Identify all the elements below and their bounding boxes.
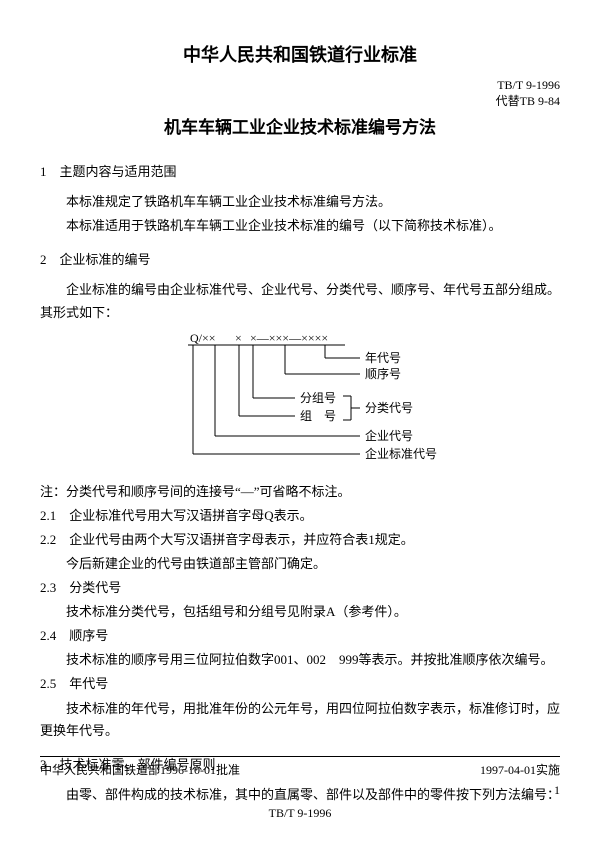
replaces-code: 代替TB 9-84	[40, 93, 560, 110]
label-enterprise: 企业代号	[365, 428, 413, 443]
sec1-num: 1	[40, 164, 47, 179]
diagram-pattern-x2: ×—×××—××××	[250, 331, 328, 345]
sec2-5b: 技术标准的年代号，用批准年份的公元年号，用四位阿拉伯数字表示，标准修订时，应更换…	[40, 698, 560, 742]
sec2-note: 注：分类代号和顺序号间的连接号“—”可省略不标注。	[40, 481, 560, 503]
section-2-heading: 2 企业标准的编号	[40, 249, 560, 271]
sec2-2a: 2.2 企业代号由两个大写汉语拼音字母表示，并应符合表1规定。	[40, 529, 560, 551]
diagram-pattern-q: Q/××	[190, 331, 216, 345]
footer-approve: 中华人民共和国铁道部1996-10-01批准	[40, 760, 240, 780]
diagram-pattern-x1: ×	[235, 331, 242, 345]
sec2-4h: 2.4 顺序号	[40, 625, 560, 647]
footer-effective: 1997-04-01实施	[480, 760, 560, 780]
sec2-3b: 技术标准分类代号，包括组号和分组号见附录A（参考件）。	[40, 601, 560, 623]
sec2-1: 2.1 企业标准代号用大写汉语拼音字母Q表示。	[40, 505, 560, 527]
sec2-title: 企业标准的编号	[60, 252, 151, 267]
sec1-p2: 本标准适用于铁路机车车辆工业企业技术标准的编号（以下简称技术标准）。	[40, 215, 560, 237]
sec2-intro: 企业标准的编号由企业标准代号、企业代号、分类代号、顺序号、年代号五部分组成。其形…	[40, 279, 560, 323]
label-std-code: 企业标准代号	[365, 446, 437, 461]
label-seq: 顺序号	[365, 366, 401, 381]
section-1-heading: 1 主题内容与适用范围	[40, 161, 560, 183]
label-subgroup: 分组号	[300, 391, 336, 405]
standard-org: 中华人民共和国铁道行业标准	[40, 40, 560, 71]
document-page: 中华人民共和国铁道行业标准 TB/T 9-1996 代替TB 9-84 机车车辆…	[0, 0, 600, 853]
sec2-4b: 技术标准的顺序号用三位阿拉伯数字001、002 999等表示。并按批准顺序依次编…	[40, 649, 560, 671]
sec1-title: 主题内容与适用范围	[60, 164, 177, 179]
page-footer: 中华人民共和国铁道部1996-10-01批准 1997-04-01实施 1 TB…	[40, 756, 560, 823]
numbering-diagram: Q/×× × ×—×××—×××× 年代号 顺序号 分组号 组 号 分类代号	[145, 330, 455, 477]
label-category: 分类代号	[365, 401, 413, 415]
label-year: 年代号	[365, 351, 401, 365]
document-title: 机车车辆工业企业技术标准编号方法	[40, 114, 560, 143]
standard-codes: TB/T 9-1996 代替TB 9-84	[40, 77, 560, 111]
sec1-p1: 本标准规定了铁路机车车辆工业企业技术标准编号方法。	[40, 191, 560, 213]
label-group: 组 号	[300, 409, 336, 423]
sec2-num: 2	[40, 252, 47, 267]
std-code: TB/T 9-1996	[40, 77, 560, 94]
footer-bottom-code: TB/T 9-1996	[40, 803, 560, 823]
page-number: 1	[40, 780, 560, 800]
sec2-5h: 2.5 年代号	[40, 673, 560, 695]
sec2-2b: 今后新建企业的代号由铁道部主管部门确定。	[40, 553, 560, 575]
sec2-3h: 2.3 分类代号	[40, 577, 560, 599]
